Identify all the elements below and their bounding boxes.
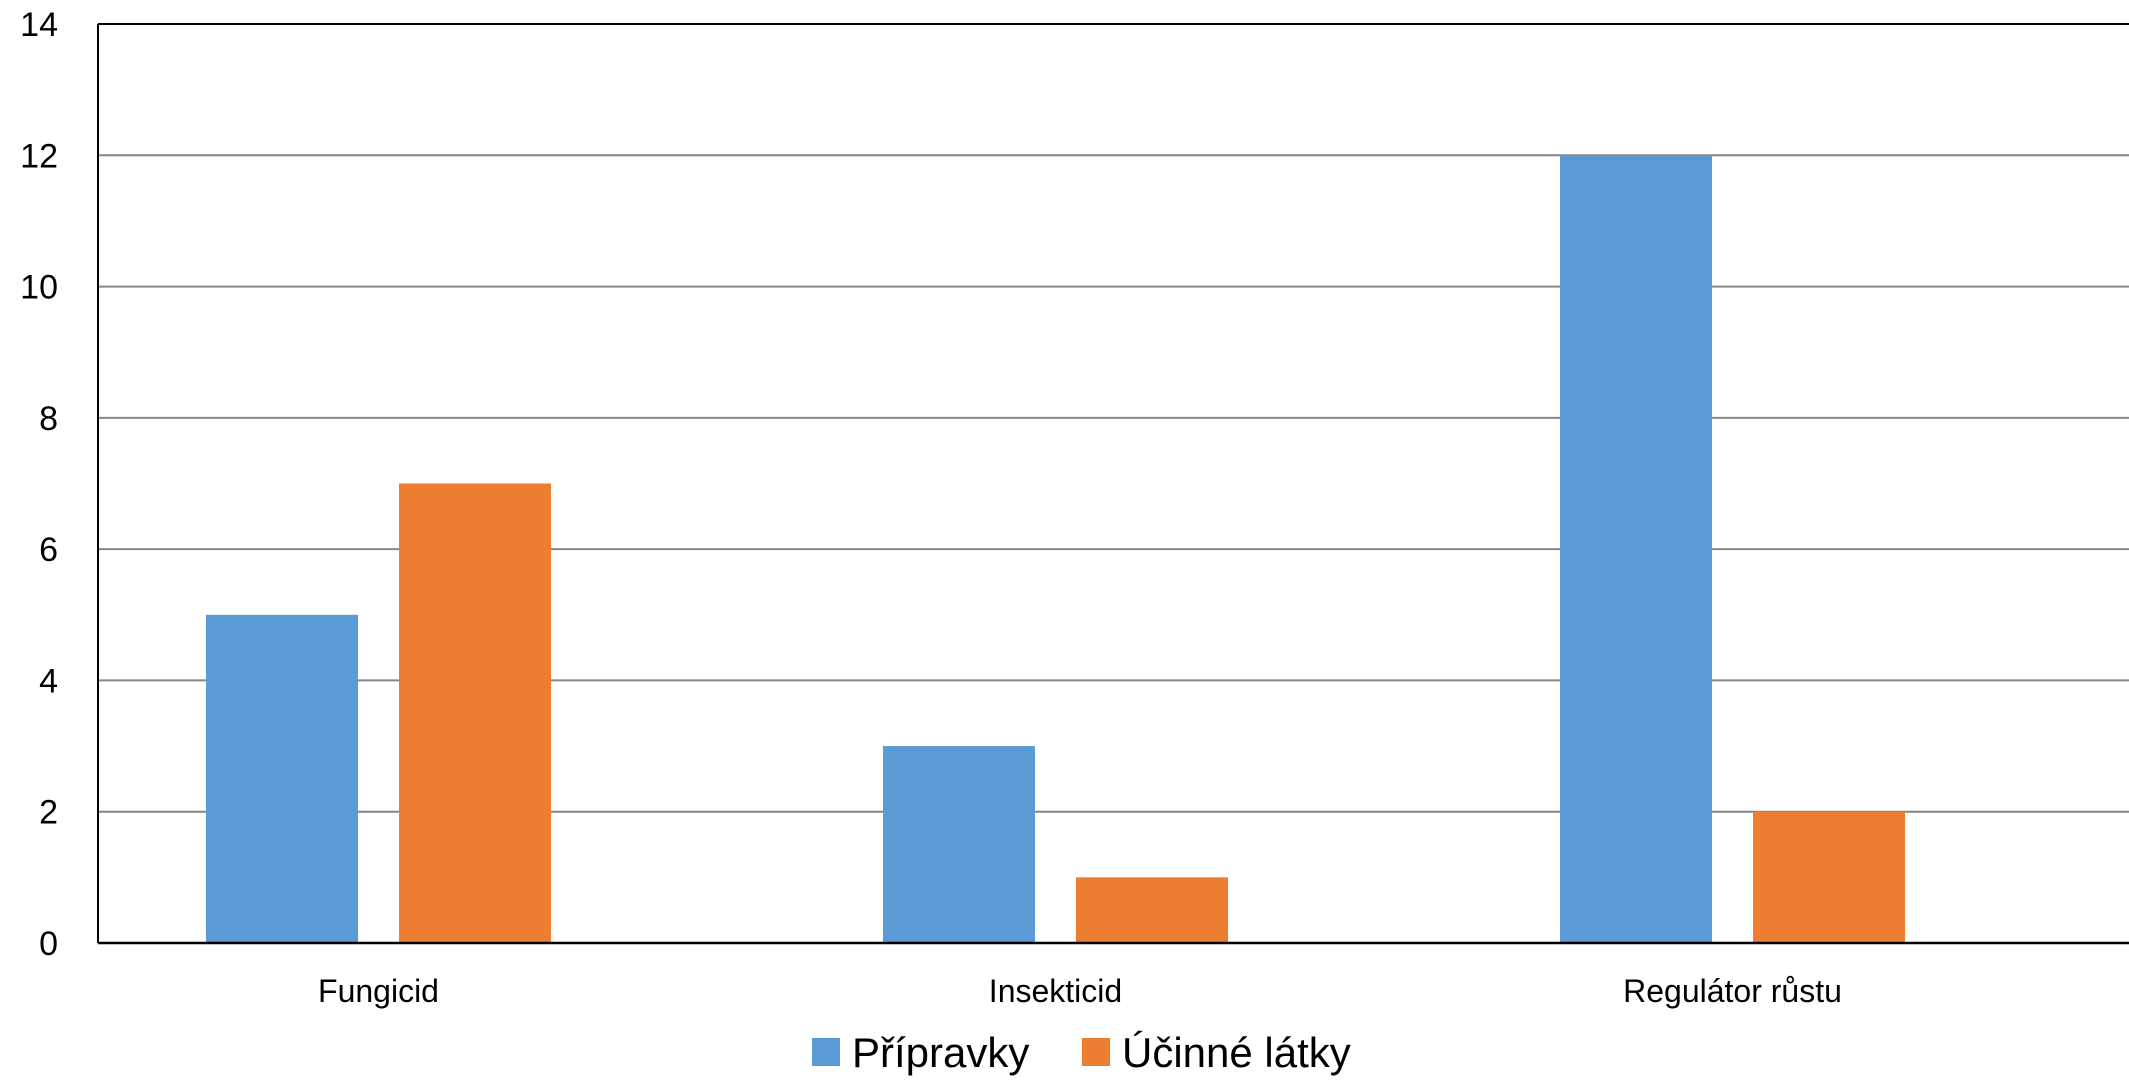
axes bbox=[97, 23, 2129, 945]
bar-fungicid-series-2 bbox=[399, 483, 551, 943]
legend-swatch-1 bbox=[812, 1038, 840, 1066]
legend-swatch-2 bbox=[1082, 1038, 1110, 1066]
x-category-label-1: Fungicid bbox=[318, 973, 439, 1009]
y-tick-label-4: 4 bbox=[39, 662, 58, 700]
bar-regulátor-růstu-series-1 bbox=[1560, 155, 1712, 944]
y-axis-tick-labels: 0 2 4 6 8 10 12 14 bbox=[20, 6, 58, 963]
bars bbox=[206, 155, 1905, 944]
y-tick-label-0: 0 bbox=[39, 925, 58, 963]
bar-fungicid-series-1 bbox=[206, 614, 358, 943]
y-tick-label-12: 12 bbox=[20, 137, 58, 175]
bar-insekticid-series-2 bbox=[1076, 877, 1228, 943]
legend-label-2: Účinné látky bbox=[1122, 1029, 1351, 1076]
x-axis-category-labels: Fungicid Insekticid Regulátor růstu bbox=[318, 973, 1842, 1009]
y-tick-label-6: 6 bbox=[39, 531, 58, 569]
legend: Přípravky Účinné látky bbox=[812, 1029, 1351, 1076]
y-tick-label-2: 2 bbox=[39, 794, 58, 832]
legend-label-1: Přípravky bbox=[852, 1029, 1029, 1076]
y-tick-label-8: 8 bbox=[39, 400, 58, 438]
y-tick-label-10: 10 bbox=[20, 269, 58, 307]
x-category-label-3: Regulátor růstu bbox=[1623, 973, 1842, 1009]
y-tick-label-14: 14 bbox=[20, 6, 58, 44]
bar-regulátor-růstu-series-2 bbox=[1753, 811, 1905, 943]
x-category-label-2: Insekticid bbox=[989, 973, 1122, 1009]
bar-insekticid-series-1 bbox=[883, 746, 1035, 943]
